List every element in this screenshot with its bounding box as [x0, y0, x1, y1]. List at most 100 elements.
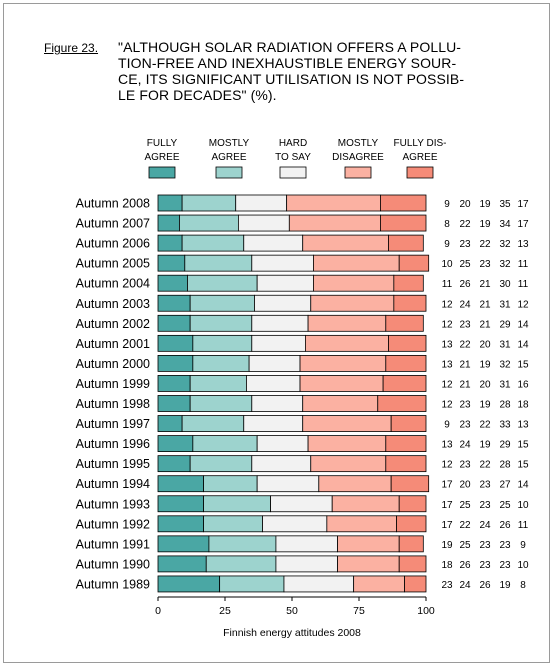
value-label: 10	[441, 259, 453, 270]
value-label: 13	[441, 339, 453, 350]
bar-segment	[203, 515, 263, 533]
bar-segment	[187, 274, 258, 292]
value-label: 10	[517, 560, 529, 571]
bar-segment	[189, 294, 255, 312]
value-label: 30	[499, 279, 511, 290]
bar-segment	[181, 194, 237, 212]
category-label: Autumn 2000	[76, 357, 150, 371]
value-label: 8	[444, 219, 450, 230]
bar-segment	[181, 415, 245, 432]
bar-segment	[353, 575, 405, 593]
value-label: 14	[517, 339, 529, 350]
bar-segment	[208, 535, 277, 553]
bar-segment	[251, 455, 312, 473]
bar-segment	[380, 214, 427, 232]
value-label: 19	[479, 359, 491, 370]
value-label: 22	[479, 239, 491, 250]
bar-segment	[157, 294, 191, 312]
value-label: 18	[441, 560, 453, 571]
bar-segment	[254, 294, 312, 312]
bar-segment	[313, 254, 400, 272]
figure-label: Figure 23.	[44, 41, 99, 55]
bar-segment	[192, 354, 250, 372]
chart-title: "ALTHOUGH SOLAR RADIATION OFFERS A POLLU…	[118, 39, 465, 103]
value-label: 26	[459, 279, 471, 290]
bar-segment	[251, 254, 314, 272]
value-label: 32	[499, 359, 511, 370]
value-label: 9	[444, 239, 450, 250]
value-label: 32	[499, 239, 511, 250]
bar-segment	[243, 415, 304, 432]
value-label: 23	[459, 319, 471, 330]
value-label: 23	[459, 400, 471, 411]
category-label: Autumn 2007	[76, 217, 150, 231]
x-tick-label: 25	[219, 605, 231, 617]
category-label: Autumn 2002	[76, 317, 150, 331]
value-label: 16	[517, 379, 529, 390]
value-label: 12	[441, 400, 453, 411]
value-label: 18	[517, 400, 529, 411]
bar-segment	[157, 214, 180, 232]
bar-segment	[157, 535, 210, 553]
value-label: 26	[499, 520, 511, 531]
value-label: 25	[459, 540, 471, 551]
value-label: 12	[441, 379, 453, 390]
bar-segment	[385, 314, 424, 332]
bar-segment	[283, 575, 355, 593]
value-label: 20	[459, 480, 471, 491]
value-label: 29	[499, 319, 511, 330]
value-label: 31	[499, 379, 511, 390]
value-label: 25	[459, 259, 471, 270]
value-label: 19	[479, 400, 491, 411]
bar-segment	[157, 314, 191, 332]
bar-segment	[157, 254, 186, 272]
bar-segment	[398, 254, 430, 272]
bar-segment	[382, 375, 427, 392]
category-label: Autumn 1992	[76, 517, 150, 531]
bar-segment	[157, 495, 204, 513]
bar-segment	[275, 555, 338, 573]
value-label: 31	[499, 299, 511, 310]
legend-label: DISAGREE	[332, 152, 384, 163]
legend-label: HARD	[279, 138, 307, 149]
category-label: Autumn 1994	[76, 477, 150, 491]
bar-segment	[393, 294, 427, 312]
value-label: 11	[518, 259, 529, 270]
x-tick-label: 75	[353, 605, 365, 617]
value-label: 10	[517, 500, 529, 511]
value-label: 28	[499, 400, 511, 411]
bar-segment	[251, 334, 306, 352]
value-label: 20	[479, 379, 491, 390]
bar-segment	[205, 555, 277, 573]
value-label: 17	[517, 199, 529, 210]
category-label: Autumn 2003	[76, 297, 150, 311]
bar-segment	[310, 294, 395, 312]
chart-frame	[3, 3, 550, 663]
category-label: Autumn 1990	[76, 557, 150, 571]
value-label: 28	[499, 460, 511, 471]
bar-segment	[380, 194, 427, 212]
value-label: 21	[479, 319, 491, 330]
bar-segment	[189, 455, 253, 473]
value-label: 11	[518, 279, 529, 290]
bar-segment	[256, 435, 309, 453]
value-label: 15	[517, 359, 529, 370]
bar-segment	[237, 214, 290, 232]
bar-segment	[398, 535, 424, 553]
value-label: 35	[499, 199, 511, 210]
bar-segment	[256, 274, 314, 292]
bar-segment	[189, 314, 253, 332]
x-tick-label: 50	[286, 605, 298, 617]
value-label: 19	[479, 440, 491, 451]
bar-segment	[377, 395, 427, 412]
bar-segment	[157, 475, 204, 493]
value-label: 13	[517, 239, 529, 250]
category-label: Autumn 1991	[76, 537, 150, 551]
value-label: 13	[441, 440, 453, 451]
bar-segment	[396, 515, 427, 533]
bar-segment	[390, 415, 427, 432]
value-label: 25	[459, 500, 471, 511]
bar-segment	[404, 575, 427, 593]
value-label: 23	[479, 560, 491, 571]
